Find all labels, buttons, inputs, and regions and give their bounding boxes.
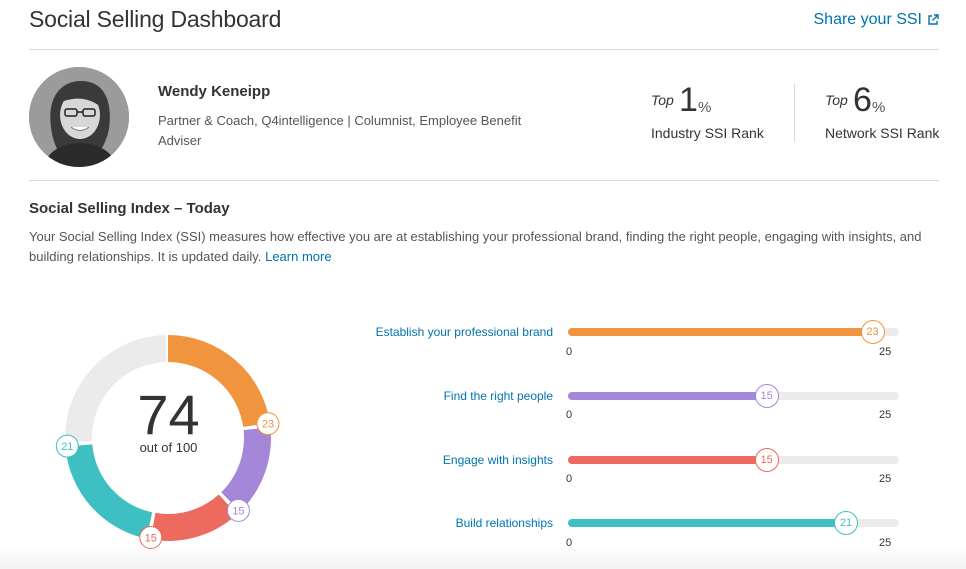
pillar-fill xyxy=(568,456,767,464)
ssi-score-sub: out of 100 xyxy=(139,440,198,455)
donut-value-bubble: 23 xyxy=(256,412,280,436)
pillar-track xyxy=(568,456,899,464)
profile-section: Wendy Keneipp Partner & Coach, Q4intelli… xyxy=(29,51,939,181)
pillar-value-bubble: 23 xyxy=(860,320,885,344)
ssi-score: 74 xyxy=(137,383,200,446)
learn-more-link[interactable]: Learn more xyxy=(265,248,332,264)
axis-min: 0 xyxy=(566,537,573,549)
share-ssi-link[interactable]: Share your SSI xyxy=(814,11,940,29)
pillar-value-bubble: 15 xyxy=(754,384,779,408)
pillar-value-bubble: 15 xyxy=(754,448,779,472)
donut-value-bubble: 15 xyxy=(226,498,250,522)
rank-divider xyxy=(794,84,795,142)
profile-name: Wendy Keneipp xyxy=(158,83,271,100)
pillar-value-bubble: 21 xyxy=(834,511,859,535)
axis-min: 0 xyxy=(566,473,573,485)
donut-value-bubble: 15 xyxy=(139,526,163,550)
ssi-title: Social Selling Index – Today xyxy=(29,200,230,217)
bottom-fade xyxy=(0,545,966,569)
donut-chart: 23 15 15 21 xyxy=(55,335,280,550)
page-title: Social Selling Dashboard xyxy=(29,6,282,32)
donut-value-bubble: 21 xyxy=(55,434,79,458)
rank-unit: % xyxy=(872,99,886,116)
dashboard-header: Social Selling Dashboard Share your SSI xyxy=(29,0,939,50)
rank-top-word: Top xyxy=(651,92,674,108)
donut-segment xyxy=(168,335,270,427)
rank-label: Network SSI Rank xyxy=(825,125,940,141)
pillar-label[interactable]: Find the right people xyxy=(443,389,553,403)
axis-min: 0 xyxy=(566,409,573,421)
donut-segment-remaining xyxy=(65,335,167,443)
ssi-description: Your Social Selling Index (SSI) measures… xyxy=(29,227,929,266)
pillar-label[interactable]: Engage with insights xyxy=(442,453,553,467)
axis-max: 25 xyxy=(879,473,892,485)
pillar-fill xyxy=(568,392,767,400)
pillar-track xyxy=(568,519,899,527)
pillar-label[interactable]: Establish your professional brand xyxy=(375,325,553,339)
avatar[interactable] xyxy=(29,67,129,167)
donut-segment xyxy=(150,494,237,541)
axis-min: 0 xyxy=(566,346,573,358)
pillar-label[interactable]: Build relationships xyxy=(455,516,553,530)
rank-value: 6 xyxy=(853,81,872,119)
avatar-photo xyxy=(29,67,129,167)
donut-value-label: 15 xyxy=(232,505,244,517)
axis-max: 25 xyxy=(879,346,892,358)
share-ssi-label: Share your SSI xyxy=(813,11,923,28)
pillar-fill xyxy=(568,328,873,336)
donut-value-label: 23 xyxy=(262,419,274,431)
axis-max: 25 xyxy=(879,409,892,421)
rank-value: 1 xyxy=(679,81,698,119)
rank-unit: % xyxy=(698,99,712,116)
donut-value-label: 15 xyxy=(145,533,157,545)
ssi-donut: 23 15 15 21 74 out of 100 xyxy=(55,318,285,558)
pillar-track xyxy=(568,328,899,336)
donut-segment xyxy=(221,427,271,512)
donut-segment xyxy=(65,444,153,539)
external-link-icon xyxy=(928,14,939,25)
pillar-track xyxy=(568,392,899,400)
rank-top-word: Top xyxy=(825,92,848,108)
rank-label: Industry SSI Rank xyxy=(651,125,764,141)
pillar-fill xyxy=(568,519,847,527)
profile-headline: Partner & Coach, Q4intelligence | Column… xyxy=(158,113,522,148)
donut-value-label: 21 xyxy=(61,441,73,453)
axis-max: 25 xyxy=(879,537,892,549)
ssi-description-text: Your Social Selling Index (SSI) measures… xyxy=(29,229,922,264)
